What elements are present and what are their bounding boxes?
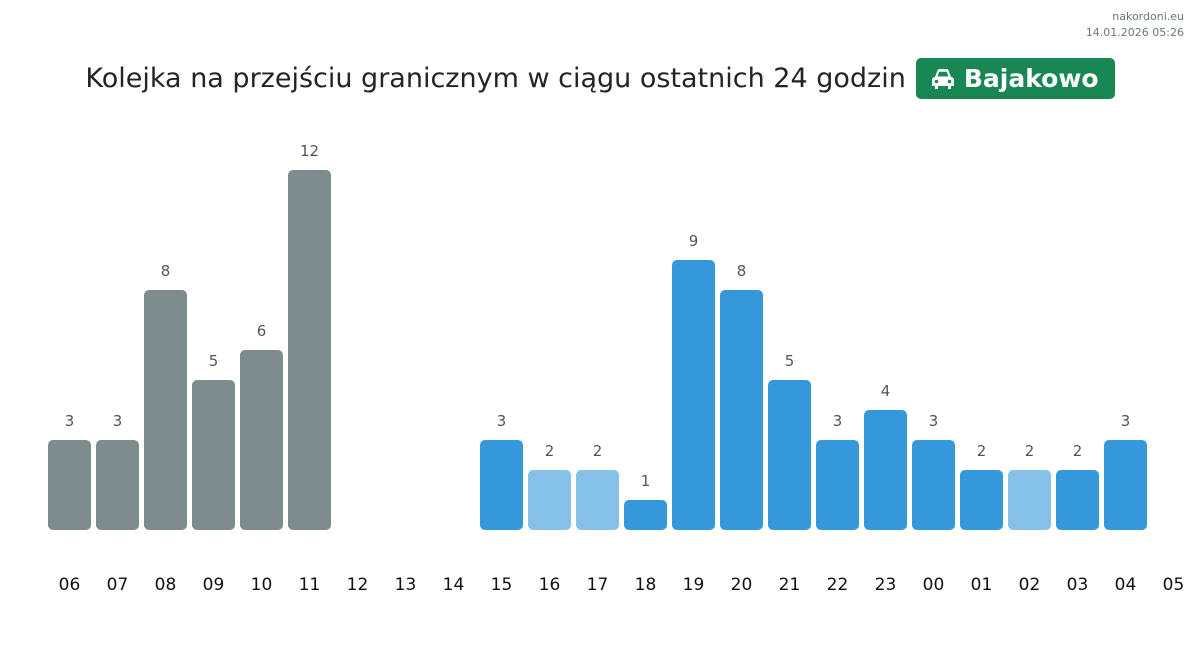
source-info: nakordoni.eu 14.01.2026 05:26 — [1086, 9, 1184, 41]
bar-16 — [528, 470, 571, 530]
bar-value-label: 4 — [881, 382, 891, 400]
bar-value-label: 3 — [1121, 412, 1131, 430]
bar-20 — [720, 290, 763, 530]
x-tick-label: 03 — [1067, 575, 1089, 595]
x-tick-label: 15 — [491, 575, 513, 595]
x-tick-label: 01 — [971, 575, 993, 595]
x-tick-label: 13 — [395, 575, 417, 595]
bar-value-label: 2 — [977, 442, 987, 460]
bar-04 — [1104, 440, 1147, 530]
x-tick-label: 20 — [731, 575, 753, 595]
bar-value-label: 3 — [833, 412, 843, 430]
bar-value-label: 3 — [113, 412, 123, 430]
x-tick-label: 17 — [587, 575, 609, 595]
x-tick-label: 02 — [1019, 575, 1041, 595]
x-tick-label: 12 — [347, 575, 369, 595]
x-tick-label: 04 — [1115, 575, 1137, 595]
x-tick-label: 10 — [251, 575, 273, 595]
x-tick-label: 06 — [59, 575, 81, 595]
bar-00 — [912, 440, 955, 530]
chart-header: Kolejka na przejściu granicznym w ciągu … — [0, 58, 1200, 99]
x-tick-label: 14 — [443, 575, 465, 595]
bar-03 — [1056, 470, 1099, 530]
bar-08 — [144, 290, 187, 530]
bar-22 — [816, 440, 859, 530]
bar-value-label: 8 — [737, 262, 747, 280]
bar-10 — [240, 350, 283, 530]
x-tick-label: 23 — [875, 575, 897, 595]
timestamp: 14.01.2026 05:26 — [1085, 26, 1184, 39]
x-tick-label: 09 — [203, 575, 225, 595]
bar-value-label: 8 — [161, 262, 171, 280]
bar-19 — [672, 260, 715, 530]
x-tick-label: 08 — [155, 575, 177, 595]
bar-value-label: 2 — [593, 442, 603, 460]
bar-value-label: 2 — [1025, 442, 1035, 460]
bar-15 — [480, 440, 523, 530]
bar-value-label: 5 — [209, 352, 219, 370]
bar-value-label: 2 — [545, 442, 555, 460]
bar-value-label: 3 — [497, 412, 507, 430]
car-icon — [931, 68, 954, 89]
bar-02 — [1008, 470, 1051, 530]
crossing-name: Bajakowo — [963, 64, 1099, 93]
bar-18 — [624, 500, 667, 530]
x-tick-label: 11 — [299, 575, 321, 595]
bar-06 — [48, 440, 91, 530]
bar-value-label: 3 — [65, 412, 75, 430]
x-tick-label: 05 — [1163, 575, 1185, 595]
bar-value-label: 9 — [689, 232, 699, 250]
bar-21 — [768, 380, 811, 530]
x-tick-label: 21 — [779, 575, 801, 595]
bar-01 — [960, 470, 1003, 530]
x-tick-label: 07 — [107, 575, 129, 595]
bar-11 — [288, 170, 331, 530]
crossing-badge: Bajakowo — [915, 58, 1115, 99]
bar-value-label: 1 — [641, 472, 651, 490]
x-tick-label: 18 — [635, 575, 657, 595]
source-site: nakordoni.eu — [1112, 10, 1184, 23]
bar-value-label: 6 — [257, 322, 267, 340]
chart-title: Kolejka na przejściu granicznym w ciągu … — [85, 63, 906, 94]
bar-07 — [96, 440, 139, 530]
x-tick-label: 00 — [923, 575, 945, 595]
bar-value-label: 12 — [300, 142, 319, 160]
x-tick-label: 16 — [539, 575, 561, 595]
x-tick-label: 19 — [683, 575, 705, 595]
x-tick-label: 22 — [827, 575, 849, 595]
bar-17 — [576, 470, 619, 530]
bar-value-label: 3 — [929, 412, 939, 430]
bar-09 — [192, 380, 235, 530]
bar-23 — [864, 410, 907, 530]
bar-value-label: 5 — [785, 352, 795, 370]
bar-value-label: 2 — [1073, 442, 1083, 460]
